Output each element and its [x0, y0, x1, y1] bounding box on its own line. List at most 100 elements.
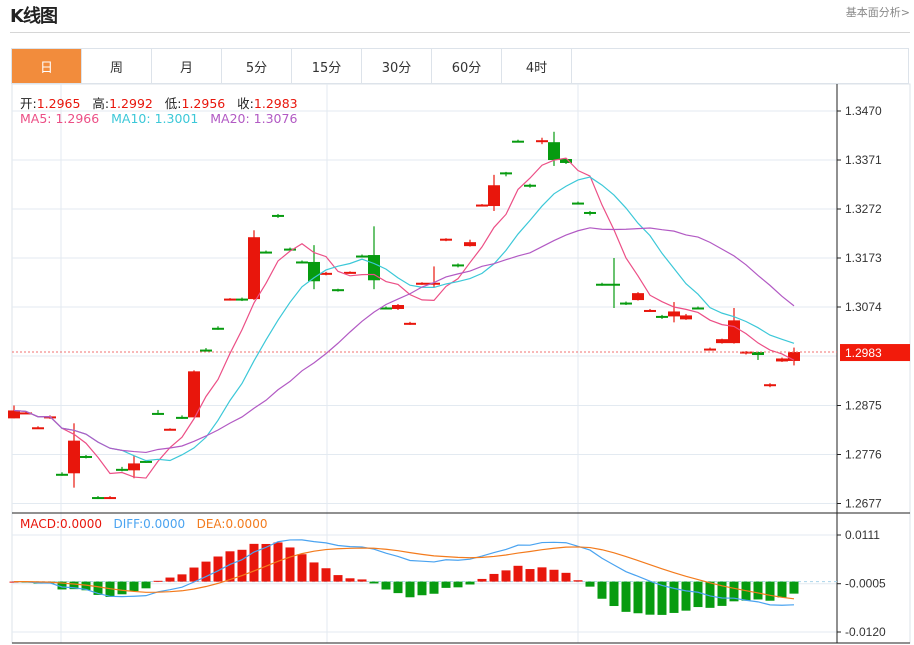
candle-body [200, 349, 212, 352]
candle-body [488, 185, 500, 207]
macd-bar [621, 581, 631, 612]
candle [92, 496, 104, 500]
candle-body [212, 327, 224, 330]
candle [248, 230, 260, 301]
macd-bar [777, 581, 787, 598]
low-label: 低: [164, 96, 182, 111]
candle-body [356, 255, 368, 258]
candle-body [104, 497, 116, 500]
low-value: 1.2956 [181, 96, 226, 111]
macd-bar [201, 561, 211, 582]
candle-body [584, 211, 596, 214]
candle [680, 313, 692, 320]
candle-body [116, 468, 128, 471]
candle [476, 204, 488, 207]
macd-bar [405, 581, 415, 598]
candle [392, 304, 404, 310]
candle [32, 426, 44, 430]
candle-body [536, 140, 548, 143]
close-value: 1.2983 [253, 96, 298, 111]
ma-legend: MA5: 1.2966 MA10: 1.3001 MA20: 1.3076 [20, 111, 297, 126]
macd-bar [609, 581, 619, 607]
macd-bar [645, 581, 655, 615]
candle-body [344, 271, 356, 274]
macd-bar [357, 579, 367, 582]
candle-body [152, 412, 164, 415]
macd-bar [165, 577, 175, 582]
candle [488, 174, 500, 211]
tab-week[interactable]: 周 [82, 49, 152, 83]
page-title: K线图 [10, 6, 58, 27]
candle [596, 282, 608, 286]
tab-30min[interactable]: 30分 [362, 49, 432, 83]
macd-tick-label: -0.0005 [845, 577, 886, 591]
candle [524, 183, 536, 188]
macd-bar [525, 569, 535, 582]
macd-bar [117, 581, 127, 595]
macd-bar [501, 570, 511, 582]
candle-body [776, 358, 788, 362]
tab-5min[interactable]: 5分 [222, 49, 292, 83]
candle-body [596, 283, 608, 286]
ma20-value: MA20: 1.3076 [210, 111, 298, 126]
candle-body [392, 305, 404, 309]
candle-body [788, 352, 800, 361]
candle [56, 472, 68, 476]
macd-bar [789, 581, 799, 594]
y-tick-label: 1.2875 [845, 398, 882, 412]
macd-bar [345, 578, 355, 582]
y-tick-label: 1.3470 [845, 104, 882, 118]
candle-body [764, 384, 776, 387]
candle [368, 226, 380, 290]
tab-day[interactable]: 日 [12, 49, 82, 83]
candle [236, 297, 248, 302]
fundamental-analysis-link[interactable]: 基本面分析> [845, 6, 910, 19]
candle [644, 308, 656, 312]
macd-bar [489, 573, 499, 582]
divider [10, 32, 910, 33]
candle [380, 306, 392, 310]
high-value: 1.2992 [109, 96, 153, 111]
tab-4hour[interactable]: 4时 [502, 49, 572, 83]
candle [692, 306, 704, 310]
candle [344, 271, 356, 274]
macd-bar [561, 572, 571, 582]
macd-bar [237, 549, 247, 582]
macd-bar [213, 556, 223, 582]
candle [80, 454, 92, 459]
macd-bar [369, 581, 379, 584]
candle [200, 348, 212, 352]
macd-bar [417, 581, 427, 596]
candle [536, 137, 548, 145]
ma5-value: MA5: 1.2966 [20, 111, 100, 126]
plot-frame [11, 83, 911, 644]
macd-bar [681, 581, 691, 611]
macd-bar [285, 547, 295, 582]
candle-body [656, 315, 668, 318]
macd-bar [513, 565, 523, 582]
macd-bar [753, 581, 763, 600]
tab-15min[interactable]: 15分 [292, 49, 362, 83]
candle-body [80, 455, 92, 458]
candle-body [692, 307, 704, 310]
candle-body [728, 320, 740, 344]
candle-body [452, 264, 464, 267]
candle-body [548, 142, 560, 160]
macd-bar [381, 581, 391, 590]
macd-bar [429, 581, 439, 594]
candle-body [680, 315, 692, 320]
tab-month[interactable]: 月 [152, 49, 222, 83]
candle-body [92, 497, 104, 500]
candle [428, 266, 440, 288]
macd-bar [153, 580, 163, 582]
candle [452, 263, 464, 268]
candle-body [572, 202, 584, 205]
current-price-label: 1.2983 [845, 346, 882, 360]
candle [404, 321, 416, 325]
candle-body [428, 282, 440, 285]
candle [320, 271, 332, 276]
tab-60min[interactable]: 60分 [432, 49, 502, 83]
macd-bar [249, 543, 259, 582]
